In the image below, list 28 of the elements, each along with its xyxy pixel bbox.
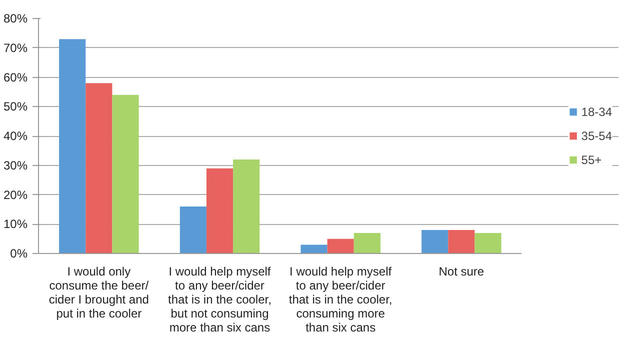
bar [354, 232, 380, 254]
y-tick-label: 50% [3, 100, 28, 114]
bar [180, 206, 206, 254]
bar [112, 94, 139, 254]
legend-label: 55+ [581, 152, 602, 166]
bar [233, 160, 260, 254]
y-tick-label: 60% [3, 70, 28, 84]
bar [422, 230, 448, 254]
bar [59, 39, 86, 254]
bar [327, 238, 354, 254]
y-tick-label: 40% [3, 129, 28, 143]
bar [86, 83, 112, 254]
bar [474, 232, 502, 254]
y-tick-label: 0% [10, 246, 28, 260]
bar [300, 244, 328, 254]
x-tick-label: I would help myself to any beer/cider that is in the cooler, consuming more than six cans [288, 264, 392, 334]
legend-label: 35-54 [581, 128, 612, 142]
y-tick-label: 20% [3, 188, 28, 202]
y-tick-label: 30% [3, 158, 28, 172]
bar [206, 168, 234, 254]
x-tick-label: Not sure [438, 264, 484, 278]
y-tick-label: 70% [3, 40, 28, 55]
y-tick-label: 10% [3, 217, 28, 232]
x-tick-label: I would only consume the beer/ cider I brought and put in the cooler [48, 264, 150, 320]
legend-label: 18-34 [581, 104, 612, 118]
x-tick-label: I would help myself to any beer/cider that is in the cooler, but not consuming more than six cans [168, 264, 272, 334]
bar [448, 230, 475, 254]
y-tick-label: 80% [3, 12, 28, 26]
